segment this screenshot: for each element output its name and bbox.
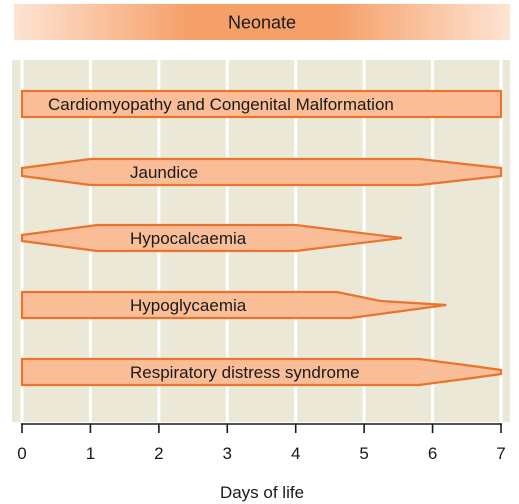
tick-label-day-7: 7: [496, 444, 505, 463]
tick-label-day-4: 4: [291, 444, 300, 463]
condition-bar-respiratory-distress-syndrome: [20, 357, 503, 387]
header-band-bar: [14, 4, 510, 40]
tick-label-day-3: 3: [223, 444, 232, 463]
condition-bar-hypocalcaemia: [20, 223, 402, 253]
tick-label-day-5: 5: [359, 444, 368, 463]
condition-bar-jaundice: [20, 157, 503, 187]
condition-label-jaundice: Jaundice: [130, 163, 198, 182]
condition-label-hypoglycaemia: Hypoglycaemia: [130, 296, 247, 315]
condition-label-cardiomyopathy-and-congenital-malformation: Cardiomyopathy and Congenital Malformati…: [48, 95, 394, 114]
tick-label-day-6: 6: [428, 444, 437, 463]
tick-label-day-2: 2: [154, 444, 163, 463]
tick-label-day-1: 1: [86, 444, 95, 463]
condition-label-hypocalcaemia: Hypocalcaemia: [130, 229, 247, 248]
condition-bars: Cardiomyopathy and Congenital Malformati…: [20, 89, 503, 387]
condition-label-respiratory-distress-syndrome: Respiratory distress syndrome: [130, 363, 360, 382]
x-axis-label: Days of life: [220, 483, 304, 502]
condition-bar-cardiomyopathy-and-congenital-malformation: [20, 89, 503, 119]
header-band: Neonate: [14, 4, 510, 40]
condition-bar-hypoglycaemia: [20, 290, 447, 320]
header-title: Neonate: [228, 13, 296, 33]
x-axis-ticks: 0 1 2 3 4 5 6 7: [17, 424, 506, 463]
tick-label-day-0: 0: [17, 444, 26, 463]
